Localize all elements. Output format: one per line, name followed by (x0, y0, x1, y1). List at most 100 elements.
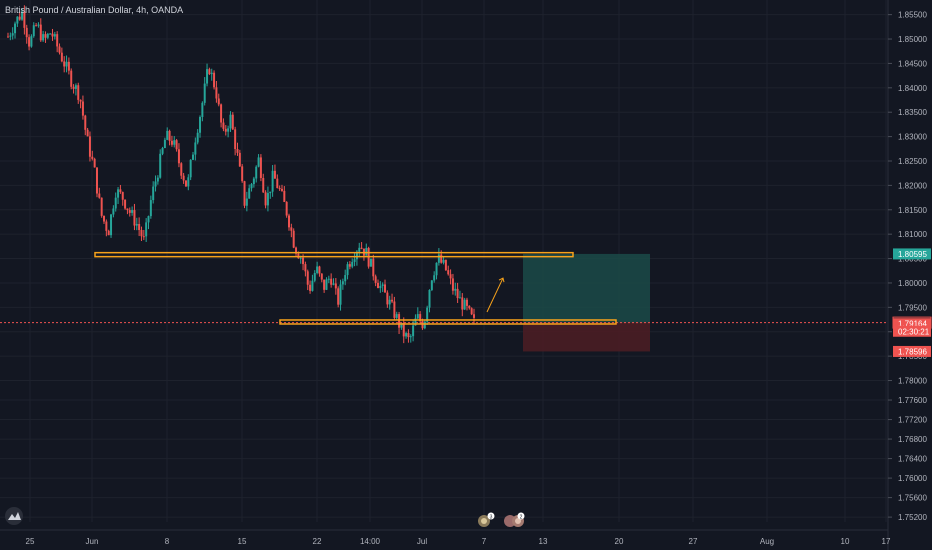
candle (30, 34, 33, 48)
candle (433, 271, 436, 283)
candle (203, 77, 206, 106)
candle (330, 273, 333, 288)
price-label-text: 02:30:21 (898, 327, 930, 336)
candle (470, 307, 473, 316)
candle (405, 331, 408, 339)
candle (360, 242, 363, 250)
price-tick-label: 1.77200 (898, 416, 927, 425)
candle (189, 159, 192, 181)
candle (442, 256, 445, 265)
time-tick-label: 8 (165, 537, 170, 546)
candle (163, 137, 166, 149)
drawings[interactable] (94, 251, 617, 325)
candle (365, 243, 368, 256)
candle (241, 164, 244, 183)
candle (28, 34, 31, 51)
candle (217, 93, 220, 107)
candle (9, 32, 12, 41)
candle (295, 246, 298, 256)
candle (65, 55, 68, 73)
price-label: 1.80595 (893, 248, 931, 260)
candle (182, 172, 185, 184)
candle (79, 99, 82, 109)
candle (426, 305, 429, 326)
candle (351, 258, 354, 269)
candle (332, 278, 335, 286)
candle (112, 205, 115, 218)
tradingview-logo-icon[interactable] (5, 507, 23, 525)
candle (133, 203, 136, 231)
earnings-event-icon[interactable]: 2 (504, 512, 525, 528)
candle (234, 126, 237, 156)
position-zones (0, 253, 888, 352)
price-tick-label: 1.84000 (898, 84, 927, 93)
candle (290, 223, 293, 238)
candle (278, 185, 281, 191)
price-tick-label: 1.83000 (898, 133, 927, 142)
candle (271, 165, 274, 197)
candle (409, 334, 412, 343)
time-axis[interactable]: 25 Jun 8 15 22 14:00 Jul 7 13 20 27 Aug 10 17 (0, 529, 891, 546)
candle (386, 290, 389, 308)
candle (384, 279, 387, 293)
candle (348, 261, 351, 270)
candle (320, 273, 323, 283)
candle (376, 279, 379, 289)
candle (194, 137, 197, 161)
candle (93, 157, 96, 168)
candle (259, 154, 262, 182)
candle (154, 175, 157, 192)
candle (447, 265, 450, 276)
price-tick-label: 1.83500 (898, 108, 927, 117)
candle (252, 176, 255, 188)
target-arrow[interactable] (486, 277, 504, 313)
candle (236, 142, 239, 156)
candle (88, 131, 91, 162)
time-tick-label: Aug (760, 537, 774, 546)
candle (191, 151, 194, 161)
candle (37, 22, 40, 28)
candle (67, 57, 70, 75)
candle (187, 174, 190, 191)
candle (119, 184, 122, 194)
price-label: 1.79164 (893, 318, 931, 330)
price-tick-label: 1.80000 (898, 279, 927, 288)
candle (416, 307, 419, 320)
candle (463, 297, 466, 310)
candle (103, 215, 106, 224)
support-zone[interactable] (279, 319, 617, 325)
candle (35, 22, 38, 27)
price-label: 1.78596 (893, 345, 931, 357)
candle (285, 201, 288, 218)
candle (468, 305, 471, 310)
chart-title: British Pound / Australian Dollar, 4h, O… (5, 5, 184, 15)
price-tick-label: 1.82500 (898, 157, 927, 166)
dividend-event-icon[interactable]: 3 (478, 512, 495, 528)
candle (224, 125, 227, 136)
candle (39, 18, 42, 42)
candle (168, 129, 171, 146)
candle (391, 293, 394, 304)
resistance-zone[interactable] (94, 251, 574, 258)
price-tick-label: 1.76800 (898, 435, 927, 444)
candle (42, 30, 45, 42)
candle (313, 270, 316, 283)
candle (117, 187, 120, 204)
take-profit-zone[interactable] (523, 253, 650, 323)
time-tick-label: 13 (539, 537, 548, 546)
stop-loss-zone[interactable] (523, 322, 650, 352)
candle (161, 146, 164, 156)
candle (346, 261, 349, 280)
candle (58, 43, 61, 55)
price-axis[interactable]: 1.85500 1.85000 1.84500 1.84000 1.83500 1.830… (887, 0, 932, 550)
candle (266, 186, 269, 212)
candle (248, 184, 251, 199)
candle (473, 308, 475, 324)
time-tick-label: Jul (417, 537, 427, 546)
candle (255, 165, 258, 183)
time-tick-label: 15 (238, 537, 247, 546)
candle (149, 195, 152, 219)
candle (353, 252, 356, 267)
